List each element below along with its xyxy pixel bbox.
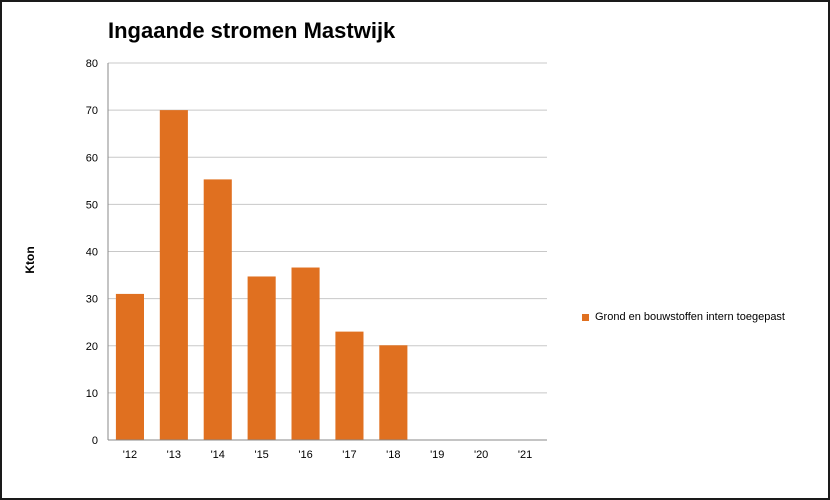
x-tick-label: '15 xyxy=(254,449,268,461)
y-tick-label: 50 xyxy=(86,199,98,211)
x-tick-label: '20 xyxy=(474,449,488,461)
x-tick-label: '17 xyxy=(342,449,356,461)
x-tick-label: '12 xyxy=(123,449,137,461)
y-tick-label: 80 xyxy=(86,58,98,70)
y-tick-label: 0 xyxy=(92,435,98,447)
chart-title: Ingaande stromen Mastwijk xyxy=(108,18,396,43)
bar xyxy=(335,331,364,440)
x-tick-label: '21 xyxy=(518,449,532,461)
legend-label: Grond en bouwstoffen intern toegepast xyxy=(595,311,785,323)
x-tick-label: '13 xyxy=(167,449,181,461)
y-tick-label: 10 xyxy=(86,388,98,400)
x-tick-label: '19 xyxy=(430,449,444,461)
x-tick-label: '16 xyxy=(298,449,312,461)
bar xyxy=(203,179,232,440)
bar xyxy=(291,267,320,440)
bar xyxy=(247,276,276,440)
bar xyxy=(379,345,408,440)
x-tick-label: '14 xyxy=(211,449,225,461)
legend: Grond en bouwstoffen intern toegepast xyxy=(582,311,785,323)
y-tick-label: 30 xyxy=(86,294,98,306)
bar xyxy=(159,110,188,440)
y-tick-label: 20 xyxy=(86,341,98,353)
y-tick-label: 40 xyxy=(86,247,98,259)
x-tick-label: '18 xyxy=(386,449,400,461)
legend-swatch xyxy=(582,313,589,321)
y-tick-label: 70 xyxy=(86,105,98,117)
y-tick-label: 60 xyxy=(86,152,98,164)
bar xyxy=(115,293,144,440)
